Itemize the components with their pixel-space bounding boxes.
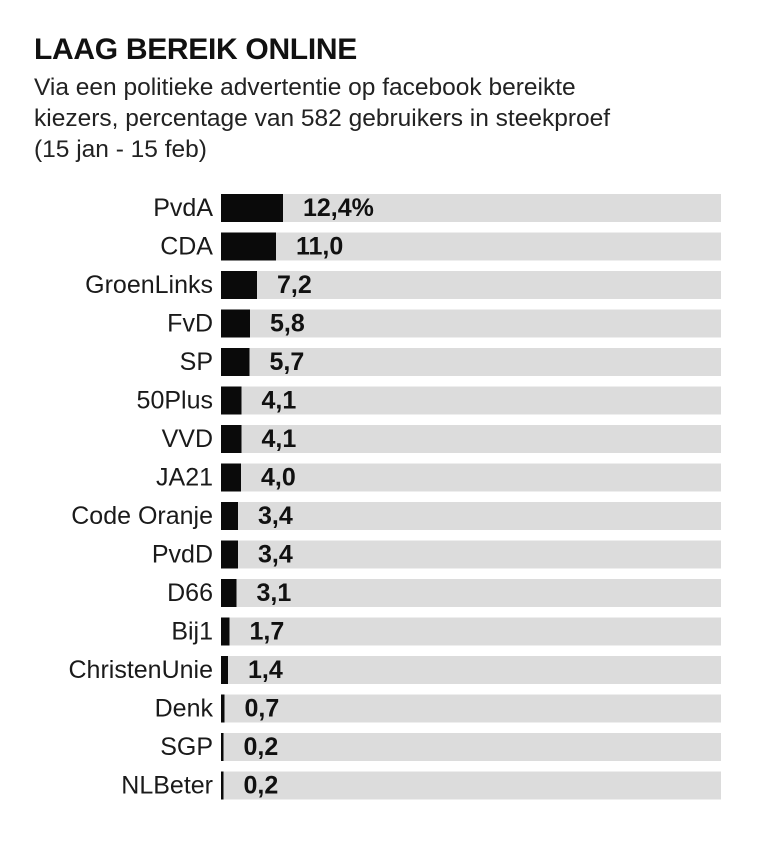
bar-cda <box>221 232 276 261</box>
bar-track-fvd <box>221 309 721 338</box>
category-label-sgp: SGP <box>160 733 213 761</box>
category-label-fvd: FvD <box>167 310 213 338</box>
bar-row-pvdd: PvdD 3,4 <box>152 540 721 569</box>
bar-nlbeter <box>221 771 224 800</box>
value-label-groenlinks: 7,2 <box>277 271 312 299</box>
value-label-code-oranje: 3,4 <box>258 502 293 530</box>
bar-track-ja21 <box>221 463 721 492</box>
bar-track-pvda <box>221 194 721 222</box>
value-label-bij1: 1,7 <box>250 618 285 646</box>
bar-row-cda: CDA 11,0 <box>160 232 721 261</box>
bar-row-vvd: VVD 4,1 <box>162 425 721 453</box>
category-label-pvda: PvdA <box>153 194 213 222</box>
bar-code-oranje <box>221 502 238 530</box>
bar-row-code-oranje: Code Oranje 3,4 <box>71 502 721 530</box>
bar-track-denk <box>221 694 721 723</box>
category-label-d66: D66 <box>167 579 213 607</box>
value-label-christenunie: 1,4 <box>248 656 283 684</box>
bar-row-groenlinks: GroenLinks 7,2 <box>85 271 721 299</box>
bar-row-christenunie: ChristenUnie 1,4 <box>68 656 721 684</box>
bar-row-bij1: Bij1 1,7 <box>171 617 721 646</box>
value-label-nlbeter: 0,2 <box>244 772 279 800</box>
bar-track-50plus <box>221 386 721 415</box>
bar-track-cda <box>221 232 721 261</box>
category-label-vvd: VVD <box>162 425 213 453</box>
value-label-pvda: 12,4% <box>303 194 374 222</box>
value-label-denk: 0,7 <box>245 695 280 723</box>
chart-subtitle: Via een politieke advertentie op faceboo… <box>34 72 734 165</box>
bar-row-d66: D66 3,1 <box>167 579 721 607</box>
bar-track-groenlinks <box>221 271 721 299</box>
subtitle-line-3: (15 jan - 15 feb) <box>34 136 207 163</box>
bar-bij1 <box>221 617 230 646</box>
bar-track-pvdd <box>221 540 721 569</box>
category-label-nlbeter: NLBeter <box>121 772 213 800</box>
value-label-d66: 3,1 <box>257 579 292 607</box>
bar-row-sp: SP 5,7 <box>180 348 721 376</box>
bar-row-50plus: 50Plus 4,1 <box>137 386 721 415</box>
value-label-ja21: 4,0 <box>261 464 296 492</box>
category-label-sp: SP <box>180 348 213 376</box>
category-label-code-oranje: Code Oranje <box>71 502 213 530</box>
bar-denk <box>221 694 225 723</box>
bar-row-fvd: FvD 5,8 <box>167 309 721 338</box>
category-label-bij1: Bij1 <box>171 618 213 646</box>
bar-row-sgp: SGP 0,2 <box>160 733 721 761</box>
category-label-christenunie: ChristenUnie <box>68 656 213 684</box>
category-label-cda: CDA <box>160 233 213 261</box>
category-label-groenlinks: GroenLinks <box>85 271 213 299</box>
chart-title: LAAG BEREIK ONLINE <box>34 33 357 66</box>
bar-track-sgp <box>221 733 721 761</box>
bar-track-code-oranje <box>221 502 721 530</box>
bar-fvd <box>221 309 250 338</box>
category-label-50plus: 50Plus <box>137 387 213 415</box>
bar-row-nlbeter: NLBeter 0,2 <box>121 771 721 800</box>
value-label-cda: 11,0 <box>296 233 343 261</box>
category-label-ja21: JA21 <box>156 464 213 492</box>
bar-track-vvd <box>221 425 721 453</box>
bar-pvdd <box>221 540 238 569</box>
bar-track-nlbeter <box>221 771 721 800</box>
bar-track-sp <box>221 348 721 376</box>
bar-row-denk: Denk 0,7 <box>155 694 721 723</box>
subtitle-line-1: Via een politieke advertentie op faceboo… <box>34 74 576 101</box>
value-label-fvd: 5,8 <box>270 310 305 338</box>
bar-ja21 <box>221 463 241 492</box>
bar-vvd <box>221 425 242 453</box>
value-label-sp: 5,7 <box>270 348 305 376</box>
bar-pvda <box>221 194 283 222</box>
value-label-pvdd: 3,4 <box>258 541 293 569</box>
bar-groenlinks <box>221 271 257 299</box>
bar-sp <box>221 348 250 376</box>
value-label-vvd: 4,1 <box>262 425 297 453</box>
bar-50plus <box>221 386 242 415</box>
bar-row-ja21: JA21 4,0 <box>156 463 721 492</box>
bar-row-pvda: PvdA 12,4% <box>153 194 721 222</box>
subtitle-line-2: kiezers, percentage van 582 gebruikers i… <box>34 105 611 132</box>
value-label-sgp: 0,2 <box>244 733 279 761</box>
bar-track-d66 <box>221 579 721 607</box>
value-label-50plus: 4,1 <box>262 387 297 415</box>
bar-track-bij1 <box>221 617 721 646</box>
category-label-pvdd: PvdD <box>152 541 213 569</box>
bar-d66 <box>221 579 237 607</box>
category-label-denk: Denk <box>155 695 214 723</box>
bar-christenunie <box>221 656 228 684</box>
bar-sgp <box>221 733 224 761</box>
bar-track-christenunie <box>221 656 721 684</box>
